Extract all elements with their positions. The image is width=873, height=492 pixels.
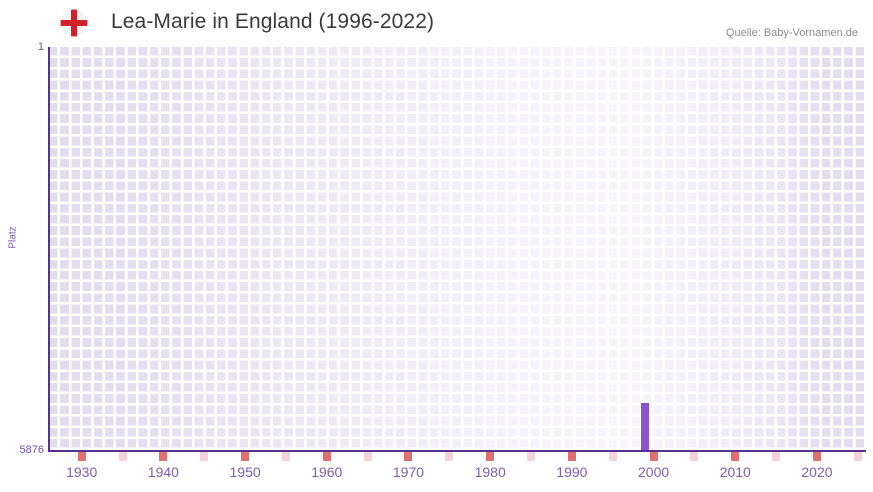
x-axis-tick-minor [853, 452, 862, 461]
x-axis-tick-minor [363, 452, 372, 461]
x-axis-tick-major [567, 452, 576, 461]
source-label: Quelle: Baby-Vornamen.de [725, 27, 858, 39]
x-axis-tick-major [322, 452, 331, 461]
x-axis-tick-major [77, 452, 86, 461]
x-axis-tick-minor [690, 452, 699, 461]
x-axis-tick-minor [527, 452, 536, 461]
england-flag-circle-icon [60, 9, 88, 37]
x-axis-tick-label: 1960 [311, 464, 343, 480]
grid-lattice [49, 47, 866, 450]
x-axis-tick-minor [445, 452, 454, 461]
x-axis-tick-label: 1950 [229, 464, 261, 480]
x-axis-tick-label: 1980 [474, 464, 506, 480]
x-axis-tick-major [241, 452, 250, 461]
y-axis-title: Platz [7, 226, 19, 249]
x-axis-tick-label: 1930 [66, 464, 98, 480]
x-axis-tick-label: 1940 [147, 464, 179, 480]
x-axis-tick-major [404, 452, 413, 461]
plot-area [49, 47, 866, 450]
x-axis-tick-major [159, 452, 168, 461]
x-axis-tick-major [731, 452, 740, 461]
page-title: Lea-Marie in England (1996-2022) [111, 10, 435, 33]
x-axis-tick-label: 2000 [638, 464, 670, 480]
x-axis-line [48, 450, 866, 452]
y-axis-line [48, 47, 50, 451]
x-axis-tick-minor [200, 452, 209, 461]
x-axis-tick-minor [772, 452, 781, 461]
x-axis-tick-minor [608, 452, 617, 461]
y-axis-tick-top: 1 [37, 41, 44, 53]
x-axis-tick-minor [281, 452, 290, 461]
x-axis-tick-label: 1990 [556, 464, 588, 480]
y-axis-tick-bottom: 5876 [19, 444, 44, 456]
x-axis-tick-label: 1970 [392, 464, 425, 480]
x-axis-tick-label: 2020 [801, 464, 833, 480]
x-axis-tick-minor [118, 452, 127, 461]
bar [641, 402, 650, 450]
x-axis-tick-major [649, 452, 658, 461]
x-axis-tick-label: 2010 [719, 464, 751, 480]
chart-header: Lea-Marie in England (1996-2022) Quelle:… [0, 0, 873, 44]
x-axis-tick-major [812, 452, 821, 461]
x-axis-tick-major [486, 452, 495, 461]
